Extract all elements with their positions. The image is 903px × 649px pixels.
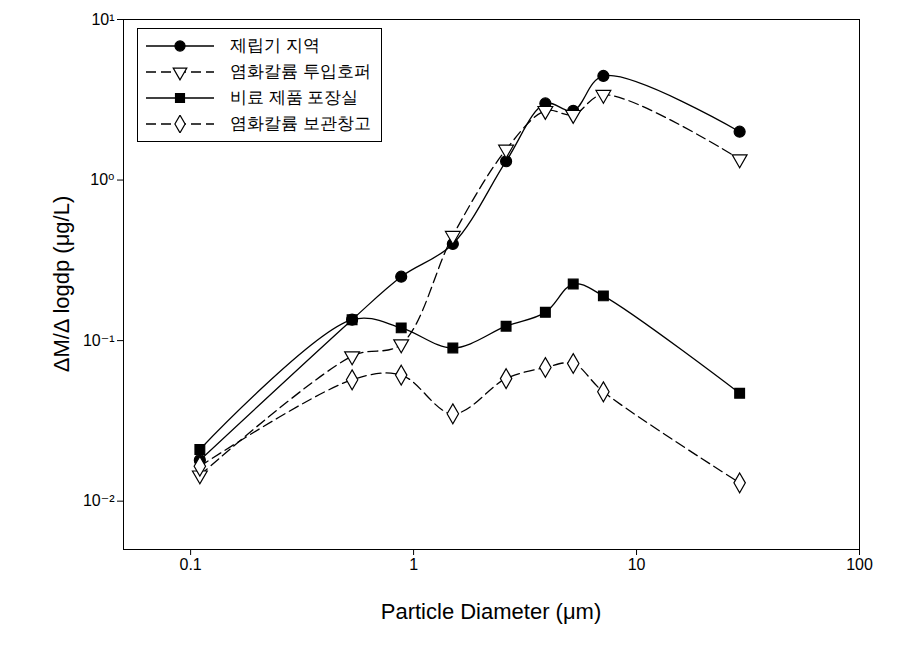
svg-text:10¹: 10¹ — [91, 11, 114, 28]
svg-text:1: 1 — [409, 556, 418, 573]
svg-text:0.1: 0.1 — [179, 556, 201, 573]
html-text:비료 제품 포장실: 비료 제품 포장실 — [230, 88, 359, 107]
html-text:Particle Diameter (μm): Particle Diameter (μm) — [380, 599, 602, 624]
svg-text:10⁻¹: 10⁻¹ — [83, 332, 115, 349]
svg-text:10⁰: 10⁰ — [90, 171, 114, 188]
html-text:제립기 지역: 제립기 지역 — [230, 36, 320, 55]
svg-text:10⁻²: 10⁻² — [83, 492, 115, 509]
html-text:ΔM/Δ logdp (μg/L): ΔM/Δ logdp (μg/L) — [49, 195, 74, 373]
html-text:염화칼륨 투입호퍼: 염화칼륨 투입호퍼 — [230, 62, 371, 81]
html-text:염화칼륨 보관창고: 염화칼륨 보관창고 — [230, 114, 371, 133]
svg-text:10: 10 — [628, 556, 646, 573]
svg-text:100: 100 — [846, 556, 873, 573]
